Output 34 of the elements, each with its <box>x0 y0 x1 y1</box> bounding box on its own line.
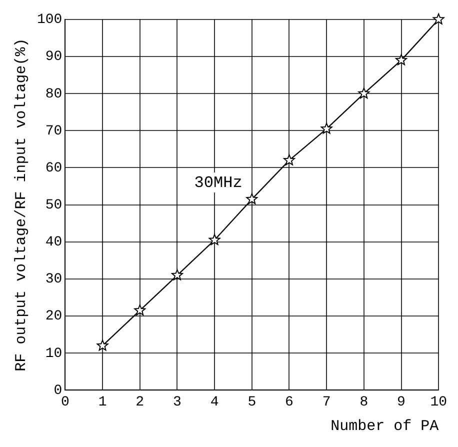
point <box>96 340 108 351</box>
y-tick-label: 10 <box>45 346 62 362</box>
x-tick-label: 2 <box>136 394 144 410</box>
x-tick-label: 7 <box>322 394 331 410</box>
y-tick-label: 90 <box>45 49 62 66</box>
point <box>246 193 258 204</box>
point <box>284 154 295 166</box>
x-tick-label: 8 <box>360 394 368 410</box>
y-tick-label: 70 <box>45 123 62 140</box>
y-axis-title: RF output voltage/RF input voltage(%) <box>12 38 30 372</box>
y-tick-label: 100 <box>36 12 62 28</box>
x-tick-label: 6 <box>285 394 294 410</box>
point <box>432 13 444 24</box>
x-axis-title: Number of PA <box>330 418 439 435</box>
x-tick-label: 1 <box>98 394 107 410</box>
y-tick-label: 60 <box>45 160 62 176</box>
x-tick-label: 5 <box>248 394 256 410</box>
point <box>320 122 332 134</box>
x-tick-label: 9 <box>397 394 406 410</box>
y-tick-label: 50 <box>45 198 62 214</box>
x-tick-label: 10 <box>430 394 448 410</box>
point <box>134 304 146 316</box>
x-tick-label: 4 <box>210 394 219 410</box>
annotation: 30MHz <box>194 174 242 192</box>
point <box>208 234 220 245</box>
y-tick-label: 80 <box>45 86 62 102</box>
point <box>171 269 183 280</box>
y-tick-label: 30 <box>45 272 62 288</box>
y-tick-label: 40 <box>45 234 62 251</box>
y-tick-label: 0 <box>54 382 62 399</box>
x-tick-label: 3 <box>173 394 182 410</box>
y-tick-label: 20 <box>45 308 62 325</box>
point <box>396 54 407 66</box>
point <box>358 88 370 99</box>
